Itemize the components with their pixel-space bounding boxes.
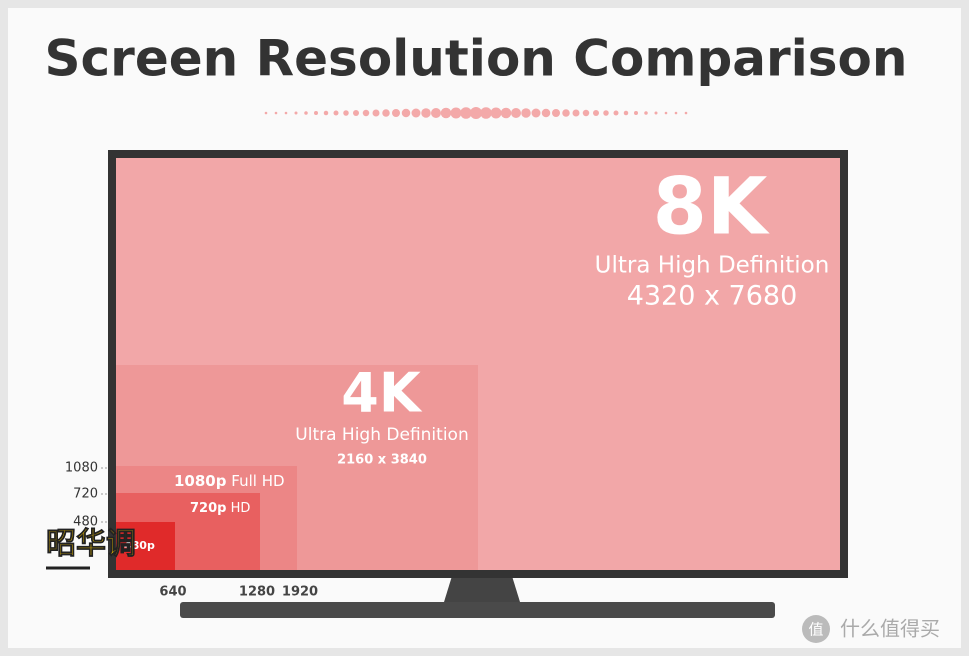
dot: [531, 108, 541, 118]
watermark-right: 什么值得买: [840, 617, 940, 641]
dot: [372, 109, 380, 117]
dot: [362, 109, 370, 117]
tv-neck: [444, 576, 520, 602]
dot: [274, 111, 278, 115]
dot: [323, 110, 329, 116]
dot: [480, 107, 492, 119]
dot: [674, 111, 678, 115]
label-8k: 8K: [653, 162, 770, 252]
dot: [431, 108, 441, 118]
dot: [314, 111, 318, 115]
dot: [562, 109, 570, 117]
width-label: 1920: [282, 585, 318, 600]
height-label: 1080: [65, 461, 98, 476]
label-8k-desc: Ultra High Definition: [595, 253, 830, 279]
dots: [264, 107, 688, 119]
label-4k-desc: Ultra High Definition: [295, 425, 468, 445]
dot: [613, 110, 619, 116]
height-label: 720: [73, 487, 98, 502]
dot: [392, 109, 400, 117]
label-1080p-desc: Full HD: [231, 472, 284, 490]
dot: [411, 108, 421, 118]
dot: [304, 111, 308, 115]
label-8k-size: 4320 x 7680: [627, 281, 798, 312]
label-720p-desc: HD: [231, 501, 251, 516]
width-label: 640: [159, 585, 186, 600]
dot: [294, 111, 298, 115]
title: Screen Resolution Comparison: [45, 30, 908, 88]
tv-base: [180, 602, 775, 618]
dot: [500, 107, 512, 119]
label-1080p-name: 1080p: [174, 472, 227, 490]
screen-480p: [116, 522, 175, 570]
dot: [264, 111, 268, 115]
watermark-icon: 值: [808, 621, 823, 639]
dot: [490, 107, 502, 119]
dot: [593, 110, 599, 116]
label-4k-size: 2160 x 3840: [337, 453, 427, 468]
dot: [511, 108, 521, 118]
dot: [333, 110, 339, 116]
label-480p: 480p: [124, 539, 155, 552]
dot: [284, 111, 288, 115]
label-4k: 4K: [341, 362, 423, 425]
dot: [664, 111, 668, 115]
dot: [582, 109, 590, 117]
dot: [552, 109, 560, 117]
label-720p: 720p HD: [190, 501, 250, 516]
dot: [470, 107, 482, 119]
watermark-icon-bg: [802, 615, 830, 643]
height-label: 480: [73, 515, 98, 530]
dot: [634, 111, 638, 115]
dot: [460, 107, 472, 119]
dot: [654, 111, 658, 115]
label-1080p: 1080p Full HD: [174, 472, 285, 490]
dot: [440, 107, 452, 119]
dot: [343, 110, 349, 116]
dot: [623, 110, 629, 116]
dot: [450, 107, 462, 119]
dot: [521, 108, 531, 118]
dot: [353, 110, 359, 116]
dot: [644, 111, 648, 115]
dot: [421, 108, 431, 118]
dot: [684, 111, 688, 115]
watermark-left: 昭华调: [46, 527, 136, 562]
dot: [603, 110, 609, 116]
width-label: 1280: [239, 585, 275, 600]
dot: [401, 108, 411, 118]
dot: [382, 109, 390, 117]
label-720p-name: 720p: [190, 501, 226, 516]
dot: [572, 109, 580, 117]
dot: [541, 108, 551, 118]
